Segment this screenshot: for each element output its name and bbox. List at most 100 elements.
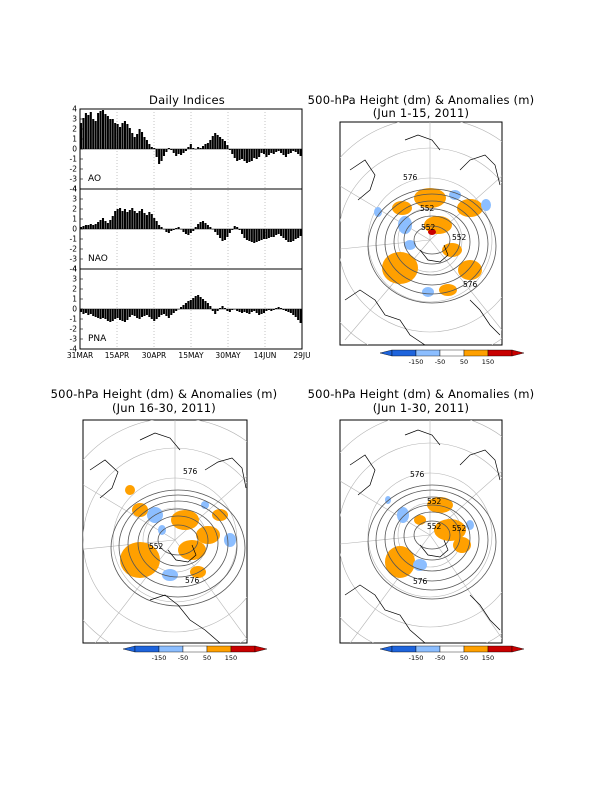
index-bar xyxy=(238,149,241,160)
index-bar xyxy=(153,148,156,149)
index-bar xyxy=(209,227,212,229)
index-bar xyxy=(184,149,187,151)
index-bar xyxy=(297,149,300,154)
index-bar xyxy=(277,229,280,234)
index-bar xyxy=(255,149,258,159)
y-tick-label: -2 xyxy=(70,165,78,174)
indices-title: Daily Indices xyxy=(149,93,225,107)
pna-bars xyxy=(80,295,302,323)
index-bar xyxy=(284,149,287,157)
y-tick-label: -1 xyxy=(70,155,78,164)
map3-title-line1: 500-hPa Height (dm) & Anomalies (m) xyxy=(308,387,535,401)
map2-contour-label: 576 xyxy=(185,576,200,585)
index-bar xyxy=(133,211,136,229)
index-bar xyxy=(175,228,178,229)
index-bar xyxy=(255,229,258,242)
index-bar xyxy=(275,229,278,235)
index-bar xyxy=(189,300,192,309)
index-bar xyxy=(228,309,231,312)
colorbar-label: -50 xyxy=(178,654,189,662)
index-bar xyxy=(106,223,109,229)
map2-title-line1: 500-hPa Height (dm) & Anomalies (m) xyxy=(51,387,278,401)
index-bar xyxy=(131,208,134,229)
index-bar xyxy=(82,309,85,314)
pna-label: PNA xyxy=(88,334,107,344)
x-tick-label: 30MAY xyxy=(215,351,241,360)
index-bar xyxy=(94,224,97,229)
index-bar xyxy=(84,113,87,149)
index-bar xyxy=(167,148,170,149)
index-bar xyxy=(172,309,175,313)
index-bar xyxy=(101,110,105,149)
index-bar xyxy=(214,309,217,314)
y-tick-label: 0 xyxy=(72,225,77,234)
index-bar xyxy=(131,133,134,149)
colorbar-label: -150 xyxy=(152,654,167,662)
index-bar xyxy=(228,149,231,150)
index-bar xyxy=(294,149,297,152)
colorbar-segment xyxy=(182,645,208,653)
index-bar xyxy=(262,149,266,154)
index-bar xyxy=(245,309,248,313)
index-bar xyxy=(184,303,187,309)
index-bar xyxy=(114,211,117,229)
index-bar xyxy=(214,133,217,149)
index-bar xyxy=(123,309,126,322)
index-bar xyxy=(162,309,166,314)
index-bar xyxy=(238,229,241,230)
map2-contour-label: 576 xyxy=(183,467,198,476)
colorbar-label: 150 xyxy=(482,358,494,366)
index-bar xyxy=(167,229,170,233)
index-bar xyxy=(292,149,295,151)
index-bar xyxy=(160,227,163,229)
index-bar xyxy=(155,149,158,157)
index-bar xyxy=(140,309,144,317)
nao-bars xyxy=(80,208,302,243)
map3-contour-label: 552 xyxy=(427,497,442,506)
index-bar xyxy=(153,218,156,229)
index-bar xyxy=(143,309,146,316)
map3-anomaly-positive xyxy=(385,497,471,578)
index-bar xyxy=(282,309,285,310)
index-bar xyxy=(148,212,151,229)
index-bar xyxy=(128,128,131,149)
ao-label: AO xyxy=(88,174,101,184)
index-bar xyxy=(170,149,173,150)
index-bar xyxy=(189,144,192,149)
index-bar xyxy=(221,229,224,241)
index-bar xyxy=(265,229,268,239)
nao-label: NAO xyxy=(88,254,108,264)
x-tick-label: 15APR xyxy=(105,351,129,360)
index-bar xyxy=(194,227,197,229)
index-bar xyxy=(223,141,226,149)
index-bar xyxy=(270,149,273,153)
index-bar xyxy=(82,226,85,229)
index-bar xyxy=(248,149,251,162)
index-bar xyxy=(245,229,248,240)
index-bar xyxy=(109,119,112,149)
x-tick-label: 15MAY xyxy=(178,351,204,360)
colorbar-segment xyxy=(415,349,441,357)
colorbar-segment xyxy=(511,349,525,357)
index-bar xyxy=(299,309,302,323)
index-bar xyxy=(116,209,119,229)
index-bar xyxy=(297,309,300,320)
index-bar xyxy=(187,147,190,149)
index-bar xyxy=(219,137,222,149)
colorbar-segment xyxy=(391,349,417,357)
index-bar xyxy=(243,309,246,312)
index-bar xyxy=(158,309,161,317)
y-tick-label: 4 xyxy=(72,185,77,194)
colorbar-segment xyxy=(487,349,513,357)
index-bar xyxy=(97,309,100,318)
index-bar xyxy=(211,136,214,149)
map3-contour-label: 576 xyxy=(410,470,425,479)
index-bar xyxy=(248,229,251,241)
index-bar xyxy=(223,308,226,309)
map1-anomaly-negative xyxy=(374,190,491,297)
index-bar xyxy=(87,225,90,229)
index-bar xyxy=(201,299,205,309)
index-bar xyxy=(114,123,117,149)
index-bar xyxy=(119,127,122,149)
